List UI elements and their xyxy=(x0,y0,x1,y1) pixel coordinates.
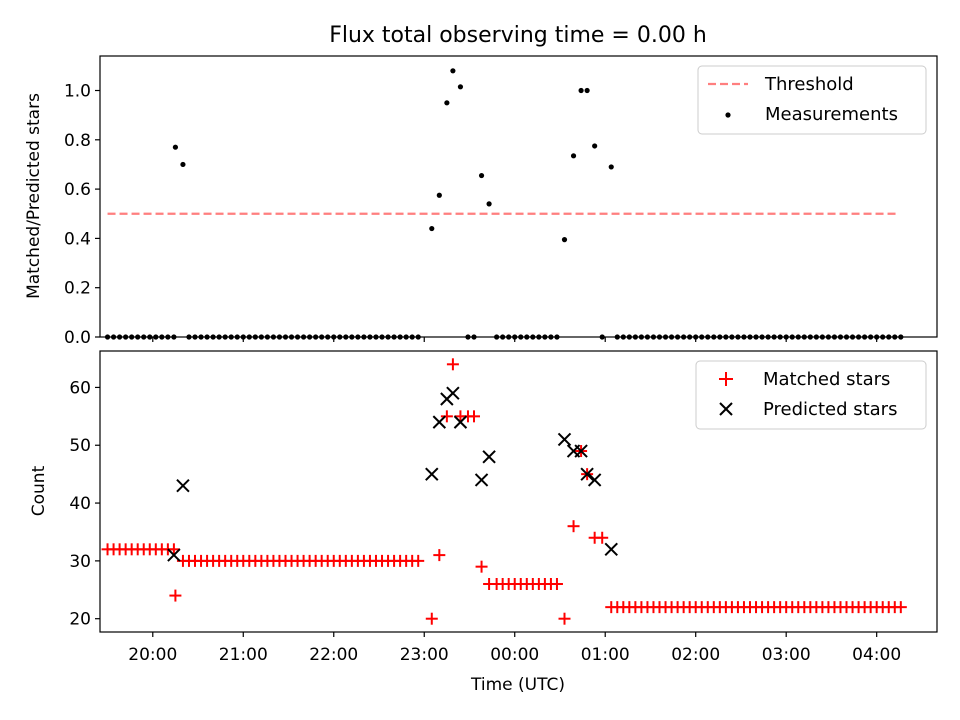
matched-stars-point xyxy=(567,520,580,533)
measurements-point xyxy=(180,161,186,168)
bottom-x-tick-label: 21:00 xyxy=(219,645,268,665)
matched-stars-point xyxy=(440,410,453,423)
bottom-y-tick-label: 20 xyxy=(69,610,91,630)
measurements-point xyxy=(172,144,179,150)
bottom-x-tick-label: 03:00 xyxy=(762,645,811,665)
predicted-stars-point xyxy=(587,473,602,487)
bottom-x-tick-label: 04:00 xyxy=(852,645,901,665)
bottom-y-tick-label: 30 xyxy=(69,552,91,572)
bottom-y-tick-label: 50 xyxy=(69,436,91,456)
bottom-x-ticks: 20:00 21:00 22:00 23:00 00:00 01:00 02:00 03:00… xyxy=(128,632,901,665)
bottom-x-tick-label: 20:00 xyxy=(128,645,177,665)
bottom-legend: Matched stars Predicted stars xyxy=(695,360,927,430)
bottom-y-tick-label: 40 xyxy=(69,494,91,514)
predicted-stars-point xyxy=(574,444,588,458)
measurements-point xyxy=(486,201,492,207)
bottom-panel: 20 30 40 50 60 20:00 21:00 22:00 23:00 00:00 01:0… xyxy=(29,350,938,695)
measurements-point xyxy=(561,237,568,243)
top-legend: Threshold Measurements xyxy=(697,65,927,135)
matched-legend-swatch xyxy=(719,372,733,386)
measurements-point xyxy=(444,100,450,106)
measurements-point xyxy=(450,68,456,74)
predicted-stars-point xyxy=(453,415,468,429)
predicted-stars-point xyxy=(604,542,618,557)
matched-stars-point xyxy=(550,578,563,591)
chart-title: Flux total observing time = 0.00 h xyxy=(329,23,707,48)
predicted-stars-point xyxy=(425,467,439,481)
matched-stars-point xyxy=(446,358,459,371)
bottom-x-tick-label: 23:00 xyxy=(400,645,449,665)
top-y-tick-label: 0.0 xyxy=(64,328,91,348)
predicted-legend-swatch xyxy=(719,402,733,416)
measurements-point xyxy=(457,84,464,90)
threshold-legend-label: Threshold xyxy=(764,74,854,95)
top-y-axis-label: Matched/Predicted stars xyxy=(24,93,44,299)
predicted-stars-point xyxy=(557,432,572,447)
measurements-legend-label: Measurements xyxy=(765,104,898,125)
matched-stars-point xyxy=(169,589,182,602)
x-axis-label: Time (UTC) xyxy=(470,675,565,695)
bottom-y-tick-label: 60 xyxy=(69,378,91,398)
matched-stars-point xyxy=(558,612,571,625)
matched-stars-point xyxy=(167,543,180,556)
predicted-stars-point xyxy=(482,450,496,464)
matched-stars-point xyxy=(475,560,488,573)
bottom-axes-frame xyxy=(99,350,938,633)
bottom-marks xyxy=(101,358,907,625)
matched-stars-point xyxy=(412,554,425,567)
matched-stars-point xyxy=(894,601,907,614)
measurements-legend-swatch xyxy=(725,112,731,118)
predicted-stars-point xyxy=(446,386,460,400)
top-y-tick-label: 0.4 xyxy=(64,229,91,249)
top-y-tick-label: 1.0 xyxy=(64,82,91,102)
measurements-point xyxy=(584,87,590,94)
bottom-legend-box xyxy=(695,360,927,430)
top-legend-box xyxy=(697,65,927,135)
bottom-y-axis-label: Count xyxy=(29,465,49,516)
measurements-point xyxy=(436,192,442,198)
predicted-stars-point xyxy=(580,467,594,481)
bottom-x-tick-label: 02:00 xyxy=(671,645,720,665)
top-y-tick-label: 0.8 xyxy=(64,131,91,151)
matched-stars-point xyxy=(596,531,609,544)
measurements-point xyxy=(578,87,584,94)
top-axes-frame xyxy=(99,55,938,338)
predicted-stars-point xyxy=(474,473,489,487)
measurements-point xyxy=(570,153,577,159)
predicted-legend-label: Predicted stars xyxy=(763,399,897,420)
predicted-stars-point xyxy=(176,479,190,493)
top-panel: 0.0 0.2 0.4 0.6 0.8 1.0 Matched/Predicted sta… xyxy=(24,55,938,348)
measurements-point xyxy=(608,164,614,170)
matched-stars-point xyxy=(468,410,481,423)
bottom-y-ticks: 20 30 40 50 60 xyxy=(69,378,100,630)
bottom-x-tick-label: 22:00 xyxy=(309,645,358,665)
matched-stars-point xyxy=(433,549,446,562)
top-x-ticks xyxy=(152,337,878,342)
measurements-point xyxy=(429,225,435,232)
top-y-ticks: 0.0 0.2 0.4 0.6 0.8 1.0 xyxy=(64,82,100,348)
predicted-stars-point xyxy=(432,415,447,429)
measurements-point xyxy=(592,143,598,149)
bottom-x-tick-label: 01:00 xyxy=(581,645,630,665)
matched-stars-point xyxy=(425,612,438,625)
matched-legend-label: Matched stars xyxy=(763,369,890,390)
predicted-stars-point xyxy=(167,548,181,562)
bottom-x-tick-label: 00:00 xyxy=(490,645,539,665)
top-y-tick-label: 0.2 xyxy=(64,279,91,299)
measurements-point xyxy=(478,172,485,179)
top-y-tick-label: 0.6 xyxy=(64,180,91,200)
